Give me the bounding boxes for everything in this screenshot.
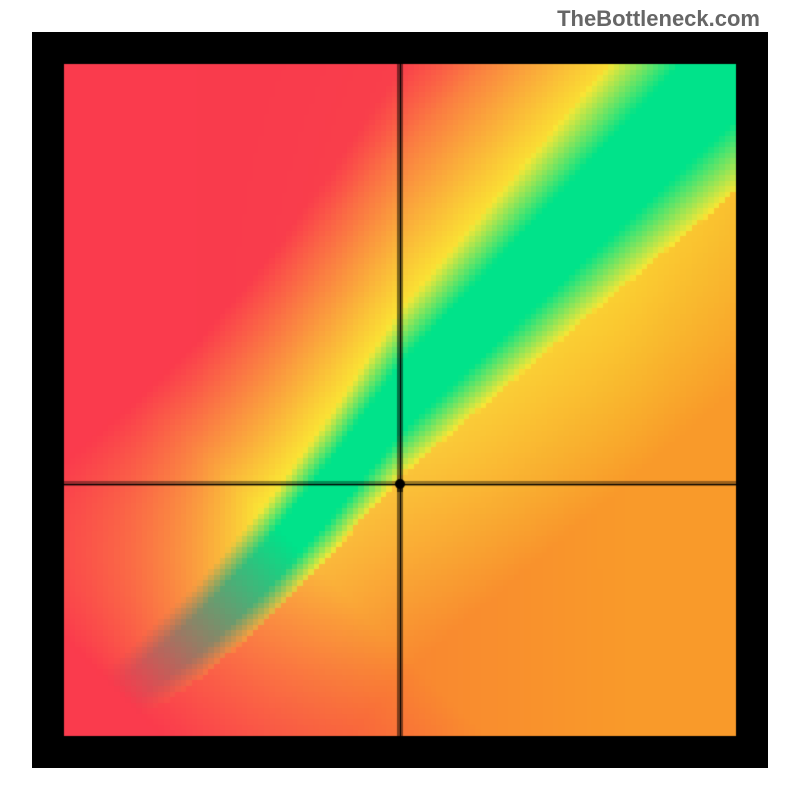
heatmap-canvas (32, 32, 768, 768)
heatmap-frame (32, 32, 768, 768)
watermark-text: TheBottleneck.com (557, 6, 760, 32)
